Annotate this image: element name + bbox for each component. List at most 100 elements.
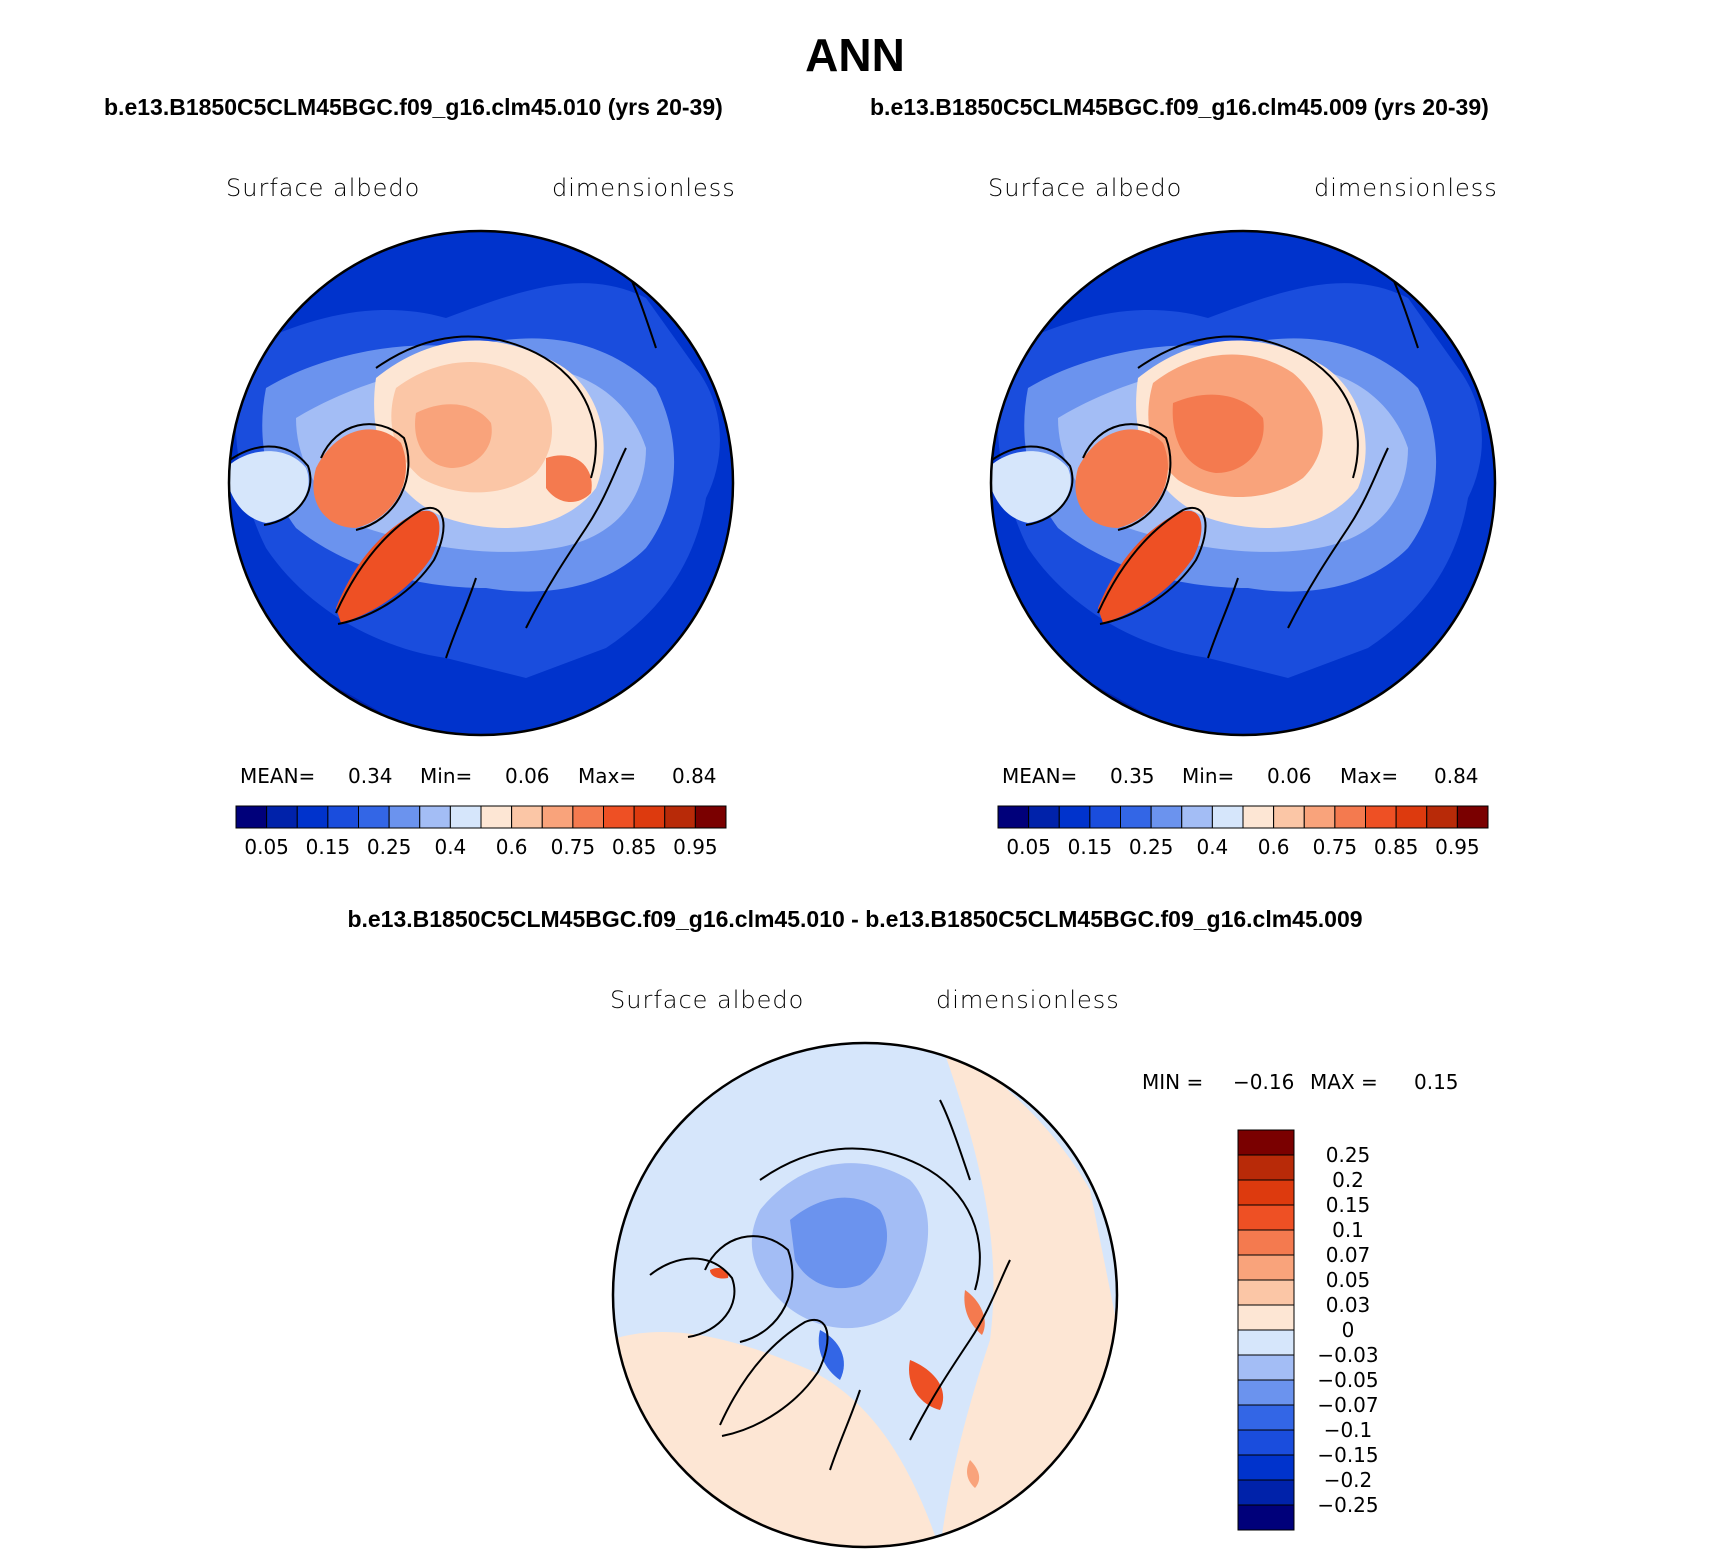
right-min-label: Min= — [1182, 764, 1235, 788]
left-colorbar-box — [480, 805, 513, 829]
diff-colorbar-tick-label: 0.03 — [1326, 1293, 1371, 1317]
left-colorbar-box — [694, 805, 727, 829]
left-colorbar-box — [511, 805, 543, 829]
left-colorbar-tick-label: 0.6 — [496, 835, 528, 859]
diff-colorbar-box — [1237, 1354, 1295, 1381]
right-colorbar-box — [1365, 805, 1397, 829]
left-units-label: dimensionless — [552, 174, 736, 202]
right-variable-label: Surface albedo — [988, 174, 1183, 202]
left-min-value: 0.06 — [505, 764, 550, 788]
left-max-value: 0.84 — [672, 764, 717, 788]
diff-colorbar-tick-label: 0.15 — [1326, 1193, 1371, 1217]
diff-colorbar-box — [1237, 1154, 1295, 1181]
left-colorbar-box — [327, 805, 359, 829]
diff-colorbar-box — [1237, 1404, 1295, 1431]
left-colorbar-box — [664, 805, 696, 829]
left-colorbar-box — [633, 805, 666, 829]
diff-colorbar-tick-label: 0.07 — [1326, 1243, 1371, 1267]
right-colorbar-box — [1028, 805, 1060, 829]
diff-colorbar-tick-label: 0.1 — [1332, 1218, 1364, 1242]
diff-colorbar-tick-label: 0.25 — [1326, 1143, 1371, 1167]
diff-colorbar-box — [1237, 1129, 1295, 1156]
diff-colorbar-box — [1237, 1504, 1295, 1531]
diff-colorbar-tick-label: −0.07 — [1317, 1393, 1378, 1417]
diff-colorbar-tick-label: 0.05 — [1326, 1268, 1371, 1292]
diff-min-label: MIN = — [1142, 1070, 1204, 1094]
right-max-label: Max= — [1340, 764, 1399, 788]
left-colorbar-box — [358, 805, 390, 829]
diff-colorbar-box — [1237, 1179, 1295, 1206]
left-variable-label: Surface albedo — [226, 174, 421, 202]
right-colorbar-box — [1058, 805, 1091, 829]
left-colorbar-box — [235, 805, 268, 829]
left-mean-label: MEAN= — [240, 764, 316, 788]
diff-variable-label: Surface albedo — [610, 986, 805, 1014]
diff-colorbar-box — [1237, 1379, 1295, 1406]
left-colorbar-tick-label: 0.05 — [244, 835, 289, 859]
diff-colorbar-box — [1237, 1329, 1295, 1356]
diff-colorbar-box — [1237, 1304, 1295, 1331]
right-mean-value: 0.35 — [1110, 764, 1155, 788]
left-colorbar-box — [388, 805, 421, 829]
right-colorbar-box — [1181, 805, 1213, 829]
case-title-right: b.e13.B1850C5CLM45BGC.f09_g16.clm45.009 … — [870, 94, 1489, 120]
right-colorbar-tick-label: 0.95 — [1435, 835, 1480, 859]
diff-title: b.e13.B1850C5CLM45BGC.f09_g16.clm45.010 … — [347, 906, 1363, 932]
left-colorbar-box — [541, 805, 574, 829]
right-colorbar-box — [1395, 805, 1428, 829]
left-colorbar-tick-label: 0.85 — [612, 835, 657, 859]
diff-colorbar-tick-label: −0.2 — [1324, 1468, 1373, 1492]
right-colorbar-tick-label: 0.4 — [1196, 835, 1228, 859]
left-colorbar-tick-label: 0.15 — [306, 835, 351, 859]
right-colorbar-tick-label: 0.15 — [1068, 835, 1113, 859]
right-mean-label: MEAN= — [1002, 764, 1078, 788]
case-title-left: b.e13.B1850C5CLM45BGC.f09_g16.clm45.010 … — [104, 94, 723, 120]
diff-colorbar-box — [1237, 1454, 1295, 1481]
left-colorbar-tick-label: 0.95 — [673, 835, 718, 859]
diff-colorbar-box — [1237, 1279, 1295, 1306]
right-colorbar-tick-label: 0.75 — [1313, 835, 1358, 859]
right-colorbar-tick-label: 0.85 — [1374, 835, 1419, 859]
left-colorbar-box — [296, 805, 329, 829]
diff-colorbar-tick-label: 0 — [1342, 1318, 1355, 1342]
figure-title: ANN — [805, 29, 905, 81]
right-colorbar-box — [997, 805, 1030, 829]
right-colorbar-tick-label: 0.05 — [1006, 835, 1051, 859]
right-colorbar-box — [1456, 805, 1489, 829]
diff-max-label: MAX = — [1310, 1070, 1378, 1094]
diff-colorbar-tick-label: 0.2 — [1332, 1168, 1364, 1192]
diff-max-value: 0.15 — [1414, 1070, 1459, 1094]
right-colorbar-tick-label: 0.6 — [1258, 835, 1290, 859]
left-colorbar-box — [266, 805, 298, 829]
diff-colorbar-tick-label: −0.15 — [1317, 1443, 1378, 1467]
right-colorbar-box — [1426, 805, 1458, 829]
diff-colorbar: 0.250.20.150.10.070.050.030−0.03−0.05−0.… — [1237, 1129, 1379, 1531]
left-colorbar-box — [419, 805, 451, 829]
left-colorbar-tick-label: 0.75 — [551, 835, 596, 859]
left-colorbar-tick-label: 0.25 — [367, 835, 412, 859]
left-colorbar-box — [603, 805, 635, 829]
diff-colorbar-box — [1237, 1479, 1295, 1506]
left-polar-map — [227, 229, 735, 737]
right-colorbar-box — [1242, 805, 1275, 829]
left-colorbar-box — [449, 805, 482, 829]
right-max-value: 0.84 — [1434, 764, 1479, 788]
left-max-label: Max= — [578, 764, 637, 788]
diff-colorbar-tick-label: −0.1 — [1324, 1418, 1373, 1442]
right-colorbar-box — [1120, 805, 1152, 829]
diff-colorbar-tick-label: −0.05 — [1317, 1368, 1378, 1392]
right-colorbar-tick-label: 0.25 — [1129, 835, 1174, 859]
diff-min-value: −0.16 — [1233, 1070, 1295, 1094]
diff-units-label: dimensionless — [936, 986, 1120, 1014]
right-colorbar-box — [1334, 805, 1366, 829]
diff-colorbar-box — [1237, 1229, 1295, 1256]
diff-polar-map — [611, 1041, 1119, 1549]
right-colorbar-box — [1211, 805, 1244, 829]
left-colorbar-tick-label: 0.4 — [434, 835, 466, 859]
right-colorbar-box — [1150, 805, 1183, 829]
left-mean-value: 0.34 — [348, 764, 393, 788]
diff-colorbar-box — [1237, 1254, 1295, 1281]
diff-colorbar-tick-label: −0.25 — [1317, 1493, 1378, 1517]
right-colorbar-box — [1303, 805, 1336, 829]
right-units-label: dimensionless — [1314, 174, 1498, 202]
